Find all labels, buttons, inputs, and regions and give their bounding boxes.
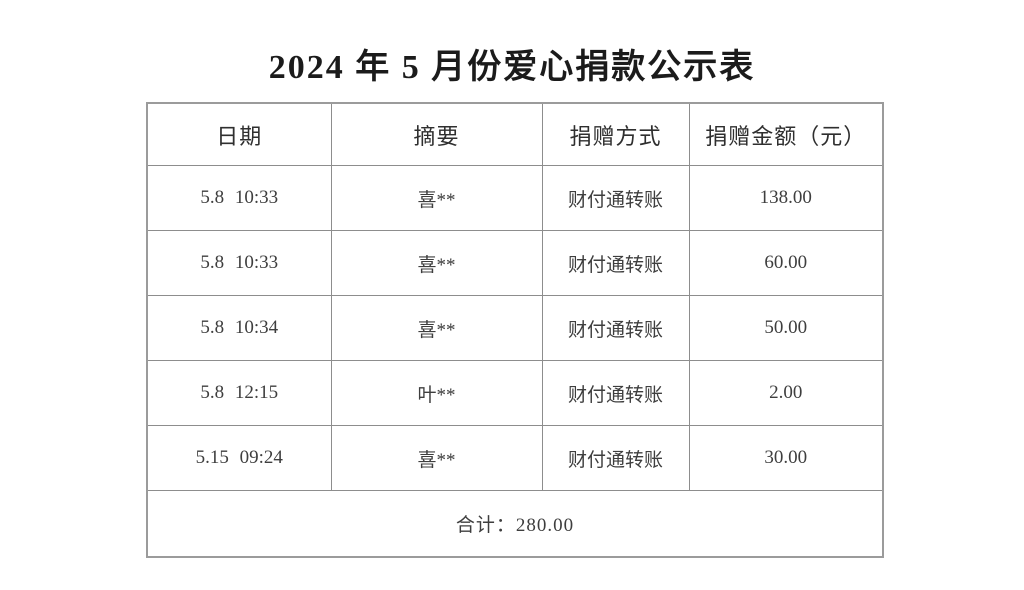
cell-method: 财付通转账 <box>541 425 690 491</box>
cell-summary: 叶** <box>330 360 543 426</box>
cell-summary: 喜** <box>330 425 543 491</box>
cell-date: 5.8 10:34 <box>146 295 332 361</box>
header-cell-method: 捐赠方式 <box>541 102 690 166</box>
cell-date: 5.15 09:24 <box>146 425 332 491</box>
cell-method: 财付通转账 <box>541 295 690 361</box>
cell-amount: 30.00 <box>688 425 884 491</box>
table-row: 5.8 10:34 喜** 财付通转账 50.00 <box>146 295 884 361</box>
donation-table: 日期 摘要 捐赠方式 捐赠金额（元） 5.8 10:33 喜** 财付通转账 1… <box>146 102 884 558</box>
cell-method: 财付通转账 <box>541 230 690 296</box>
header-cell-amount: 捐赠金额（元） <box>688 102 884 166</box>
cell-amount: 50.00 <box>688 295 884 361</box>
cell-summary: 喜** <box>330 165 543 231</box>
table-header-row: 日期 摘要 捐赠方式 捐赠金额（元） <box>146 102 884 166</box>
cell-method: 财付通转账 <box>541 360 690 426</box>
total-value: 280.00 <box>515 515 575 536</box>
total-cell: 合计：280.00 <box>146 490 884 558</box>
table-row: 5.8 10:33 喜** 财付通转账 138.00 <box>146 165 884 231</box>
cell-method: 财付通转账 <box>541 165 690 231</box>
table-row: 5.8 10:33 喜** 财付通转账 60.00 <box>146 230 884 296</box>
cell-date: 5.8 12:15 <box>146 360 332 426</box>
cell-date: 5.8 10:33 <box>146 230 332 296</box>
cell-summary: 喜** <box>330 230 543 296</box>
table-row: 5.15 09:24 喜** 财付通转账 30.00 <box>146 425 884 491</box>
cell-amount: 60.00 <box>688 230 884 296</box>
header-cell-summary: 摘要 <box>330 102 543 166</box>
cell-amount: 138.00 <box>688 165 884 231</box>
page-title: 2024 年 5 月份爱心捐款公示表 <box>268 49 756 86</box>
header-cell-date: 日期 <box>146 102 332 166</box>
cell-summary: 喜** <box>330 295 543 361</box>
cell-date: 5.8 10:33 <box>146 165 332 231</box>
table-total-row: 合计：280.00 <box>146 490 884 558</box>
total-label: 合计： <box>455 515 516 536</box>
table-row: 5.8 12:15 叶** 财付通转账 2.00 <box>146 360 884 426</box>
cell-amount: 2.00 <box>688 360 884 426</box>
